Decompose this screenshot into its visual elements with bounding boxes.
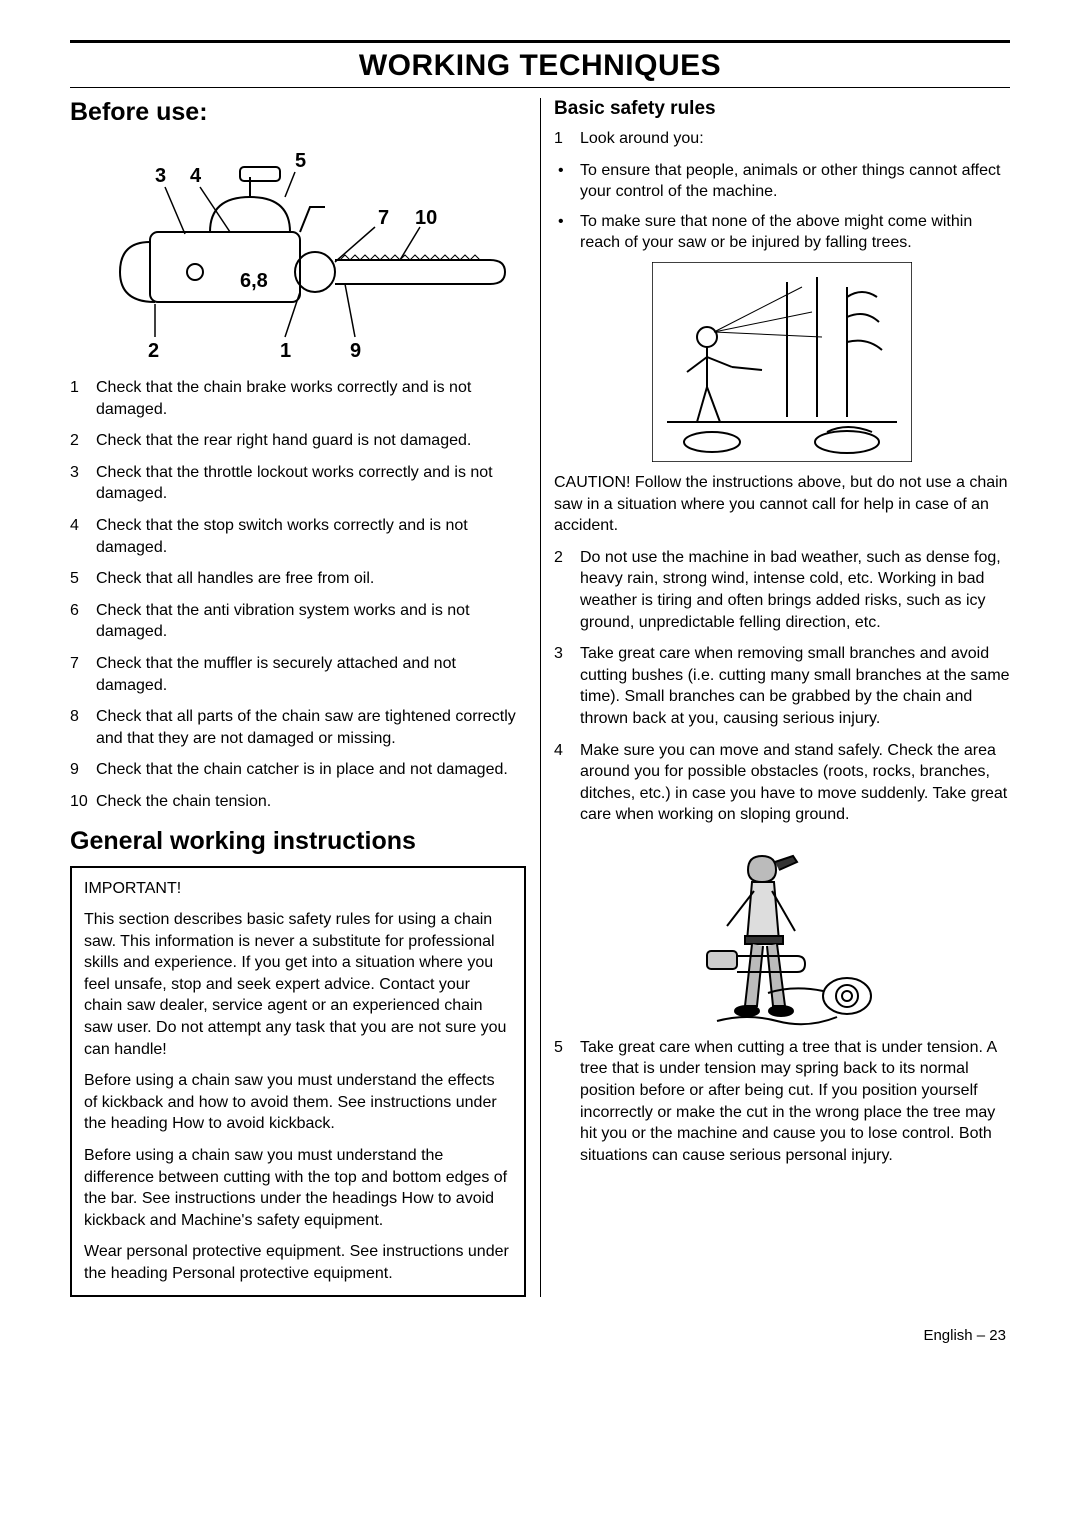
safety-num: 2	[554, 547, 580, 633]
bullet-icon: •	[554, 211, 580, 254]
safety-bullets: •To ensure that people, animals or other…	[554, 160, 1010, 254]
diagram-label-5: 5	[295, 150, 306, 172]
bullet-text: To make sure that none of the above migh…	[580, 211, 1010, 254]
chainsaw-diagram-svg: 3 4 5 7 10 6,8 2 1 9	[100, 142, 510, 362]
check-num: 1	[70, 377, 96, 420]
check-text: Check that the anti vibration system wor…	[96, 600, 526, 643]
diagram-label-4: 4	[190, 165, 202, 187]
safety-list-3: 5Take great care when cutting a tree tha…	[554, 1037, 1010, 1167]
heading-before-use: Before use:	[70, 98, 526, 127]
safety-item: 3Take great care when removing small bra…	[554, 643, 1010, 729]
check-num: 4	[70, 515, 96, 558]
safety-num: 4	[554, 740, 580, 826]
check-item: 7Check that the muffler is securely atta…	[70, 653, 526, 696]
safety-text: Do not use the machine in bad weather, s…	[580, 547, 1010, 633]
check-num: 5	[70, 568, 96, 590]
heading-basic-safety: Basic safety rules	[554, 98, 1010, 120]
chainsaw-diagram: 3 4 5 7 10 6,8 2 1 9	[70, 137, 526, 367]
safety-item: 1 Look around you:	[554, 128, 1010, 150]
check-text: Check that the stop switch works correct…	[96, 515, 526, 558]
page-title: WORKING TECHNIQUES	[70, 49, 1010, 83]
diagram-label-9: 9	[350, 340, 361, 362]
important-para: Before using a chain saw you must unders…	[84, 1145, 512, 1231]
safety-num: 5	[554, 1037, 580, 1167]
forest-illustration-svg	[652, 262, 912, 462]
check-text: Check the chain tension.	[96, 791, 526, 813]
safety-text: Take great care when removing small bran…	[580, 643, 1010, 729]
left-column: Before use:	[70, 98, 526, 1297]
important-box: IMPORTANT! This section describes basic …	[70, 866, 526, 1297]
illustration-forest	[554, 262, 1010, 462]
important-para: Wear personal protective equipment. See …	[84, 1241, 512, 1284]
check-text: Check that the chain brake works correct…	[96, 377, 526, 420]
worker-illustration-svg	[667, 836, 897, 1031]
important-para: Before using a chain saw you must unders…	[84, 1070, 512, 1135]
check-item: 8Check that all parts of the chain saw a…	[70, 706, 526, 749]
check-text: Check that all handles are free from oil…	[96, 568, 526, 590]
safety-item: 4Make sure you can move and stand safely…	[554, 740, 1010, 826]
safety-text: Take great care when cutting a tree that…	[580, 1037, 1010, 1167]
check-item: 5Check that all handles are free from oi…	[70, 568, 526, 590]
right-column: Basic safety rules 1 Look around you: •T…	[554, 98, 1010, 1297]
check-num: 9	[70, 759, 96, 781]
caution-text: CAUTION! Follow the instructions above, …	[554, 472, 1010, 537]
safety-num: 1	[554, 128, 580, 150]
check-item: 9Check that the chain catcher is in plac…	[70, 759, 526, 781]
check-item: 2Check that the rear right hand guard is…	[70, 430, 526, 452]
check-num: 10	[70, 791, 96, 813]
safety-list-2: 2Do not use the machine in bad weather, …	[554, 547, 1010, 826]
safety-item: 2Do not use the machine in bad weather, …	[554, 547, 1010, 633]
diagram-label-2: 2	[148, 340, 159, 362]
diagram-label-1: 1	[280, 340, 291, 362]
bullet-item: •To ensure that people, animals or other…	[554, 160, 1010, 203]
check-item: 1Check that the chain brake works correc…	[70, 377, 526, 420]
safety-text: Make sure you can move and stand safely.…	[580, 740, 1010, 826]
diagram-label-3: 3	[155, 165, 166, 187]
check-text: Check that the muffler is securely attac…	[96, 653, 526, 696]
bullet-icon: •	[554, 160, 580, 203]
page-footer: English – 23	[70, 1327, 1010, 1344]
before-use-checklist: 1Check that the chain brake works correc…	[70, 377, 526, 813]
rule-under-title	[70, 87, 1010, 88]
check-item: 3Check that the throttle lockout works c…	[70, 462, 526, 505]
heading-general-instructions: General working instructions	[70, 827, 526, 856]
check-item: 4Check that the stop switch works correc…	[70, 515, 526, 558]
safety-text: Look around you:	[580, 128, 1010, 150]
check-num: 6	[70, 600, 96, 643]
rule-top	[70, 40, 1010, 43]
bullet-text: To ensure that people, animals or other …	[580, 160, 1010, 203]
important-para: This section describes basic safety rule…	[84, 909, 512, 1060]
check-text: Check that all parts of the chain saw ar…	[96, 706, 526, 749]
bullet-item: •To make sure that none of the above mig…	[554, 211, 1010, 254]
check-text: Check that the rear right hand guard is …	[96, 430, 526, 452]
check-num: 3	[70, 462, 96, 505]
safety-item: 5Take great care when cutting a tree tha…	[554, 1037, 1010, 1167]
safety-num: 3	[554, 643, 580, 729]
important-title: IMPORTANT!	[84, 878, 512, 900]
check-text: Check that the chain catcher is in place…	[96, 759, 526, 781]
safety-list-1: 1 Look around you:	[554, 128, 1010, 150]
check-num: 7	[70, 653, 96, 696]
diagram-label-10: 10	[415, 207, 437, 229]
diagram-label-7: 7	[378, 207, 389, 229]
column-divider	[540, 98, 541, 1297]
check-item: 6Check that the anti vibration system wo…	[70, 600, 526, 643]
check-item: 10Check the chain tension.	[70, 791, 526, 813]
two-column-layout: Before use:	[70, 98, 1010, 1297]
check-num: 2	[70, 430, 96, 452]
illustration-worker	[554, 836, 1010, 1031]
check-num: 8	[70, 706, 96, 749]
diagram-label-68: 6,8	[240, 270, 268, 292]
check-text: Check that the throttle lockout works co…	[96, 462, 526, 505]
